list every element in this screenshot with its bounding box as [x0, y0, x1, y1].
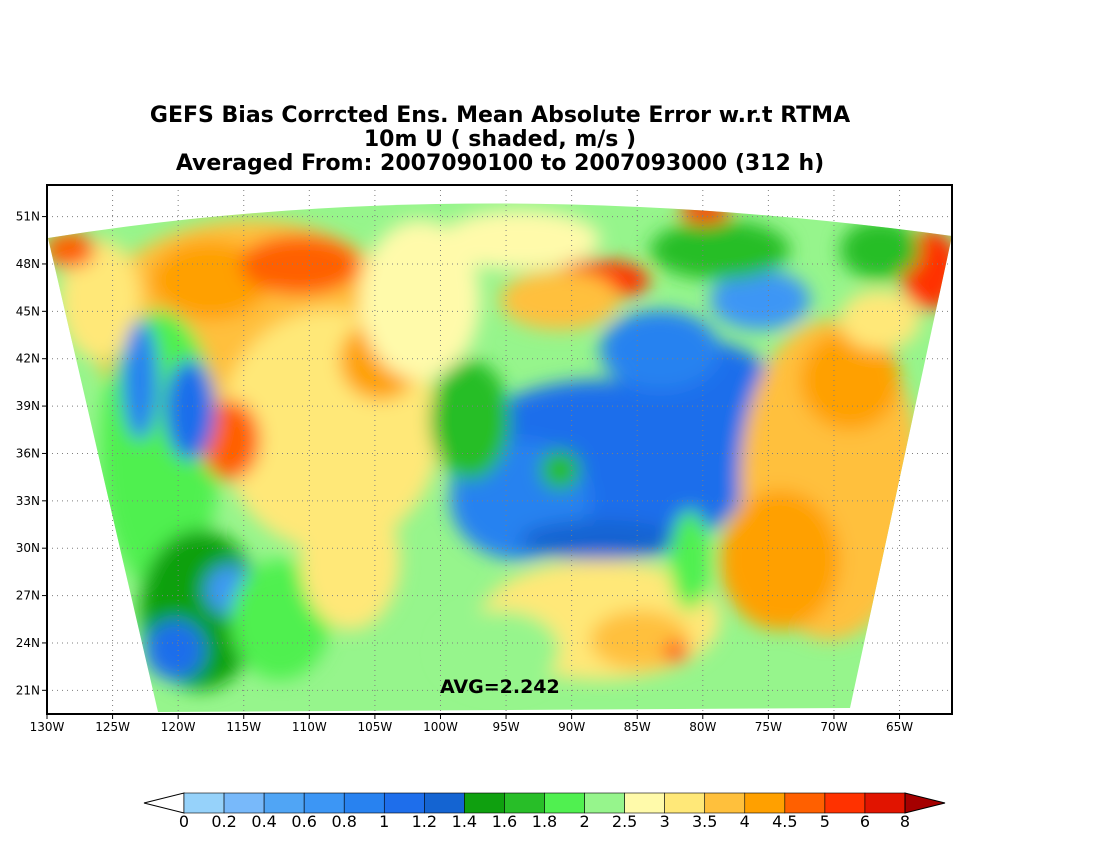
colorbar-label: 4.5 — [772, 812, 798, 831]
colorbar-swatch — [624, 792, 665, 814]
colorbar-swatch — [424, 792, 465, 814]
lat-tick-label: 51N — [16, 210, 40, 224]
lon-tick-label: 70W — [820, 720, 847, 734]
lon-tick-label: 120W — [161, 720, 196, 734]
colorbar-label: 5 — [819, 812, 830, 831]
colorbar-swatch — [504, 792, 545, 814]
colorbar-label: 1 — [379, 812, 390, 831]
lat-tick-label: 42N — [16, 352, 40, 366]
colorbar-label: 4 — [739, 812, 750, 831]
lon-tick-label: 100W — [423, 720, 458, 734]
colorbar-label: 3 — [659, 812, 670, 831]
colorbar-swatch — [303, 792, 345, 814]
colorbar-swatch — [263, 792, 305, 814]
colorbar-label: 3.5 — [691, 812, 718, 831]
lon-tick-label: 110W — [292, 720, 327, 734]
lon-tick-label: 105W — [358, 720, 393, 734]
colorbar-label: 0.8 — [331, 812, 357, 831]
lat-tick-label: 24N — [16, 636, 40, 650]
colorbar-label: 1.2 — [411, 812, 438, 831]
colorbar-swatch — [383, 792, 425, 814]
lon-tick-label: 90W — [558, 720, 585, 734]
colorbar-swatch — [584, 792, 625, 814]
colorbar — [143, 792, 946, 814]
colorbar-swatch — [343, 792, 385, 814]
colorbar-label: 1.4 — [451, 812, 478, 831]
lon-tick-label: 85W — [624, 720, 651, 734]
lat-tick-label: 48N — [16, 257, 40, 271]
colorbar-swatch — [744, 792, 786, 814]
lat-tick-label: 39N — [16, 399, 40, 413]
title-line-2: 10m U ( shaded, m/s ) — [363, 127, 637, 152]
graticule — [46, 185, 952, 714]
colorbar-label: 0.2 — [211, 812, 237, 831]
colorbar-label: 2.5 — [611, 812, 638, 831]
lon-tick-label: 115W — [226, 720, 261, 734]
colorbar-swatch — [824, 792, 866, 814]
colorbar-swatch — [183, 792, 225, 814]
lat-tick-label: 36N — [16, 446, 40, 460]
colorbar-swatch — [864, 792, 906, 814]
colorbar-label: 8 — [899, 812, 911, 831]
colorbar-label: 0.4 — [251, 812, 277, 831]
colorbar-label: 2 — [579, 812, 590, 831]
lat-tick-label: 33N — [16, 494, 40, 508]
colorbar-label: 0.6 — [291, 812, 317, 831]
lat-tick-label: 30N — [16, 541, 40, 555]
colorbar-swatch — [704, 792, 746, 814]
average-label: AVG=2.242 — [440, 676, 560, 698]
title-line-3: Averaged From: 2007090100 to 2007093000 … — [175, 151, 825, 176]
lon-tick-label: 130W — [30, 720, 65, 734]
error-field-shading — [48, 203, 952, 712]
lon-tick-label: 125W — [95, 720, 130, 734]
colorbar-swatch — [784, 792, 826, 814]
colorbar-swatch — [664, 792, 706, 814]
colorbar-label: 6 — [859, 812, 871, 831]
colorbar-swatch — [464, 792, 505, 814]
lat-tick-label: 21N — [16, 683, 40, 697]
colorbar-over-arrow — [904, 792, 946, 814]
map-frame — [46, 184, 953, 715]
lat-tick-label: 45N — [16, 304, 40, 318]
lon-tick-label: 95W — [492, 720, 519, 734]
colorbar-under-arrow — [143, 792, 185, 814]
colorbar-swatch — [223, 792, 265, 814]
lon-tick-label: 65W — [886, 720, 913, 734]
axis-ticks: 130W 125W 120W 115W 110W 105W 100W 95W 90W 85W 80W… — [16, 210, 913, 734]
colorbar-label: 1.6 — [491, 812, 518, 831]
colorbar-label: 0 — [178, 812, 190, 831]
lon-tick-label: 75W — [755, 720, 782, 734]
colorbar-label: 1.8 — [531, 812, 558, 831]
lon-tick-label: 80W — [689, 720, 716, 734]
colorbar-swatch — [544, 792, 585, 814]
title-line-1: GEFS Bias Corrcted Ens. Mean Absolute Er… — [149, 103, 851, 128]
lat-tick-label: 27N — [16, 589, 40, 603]
